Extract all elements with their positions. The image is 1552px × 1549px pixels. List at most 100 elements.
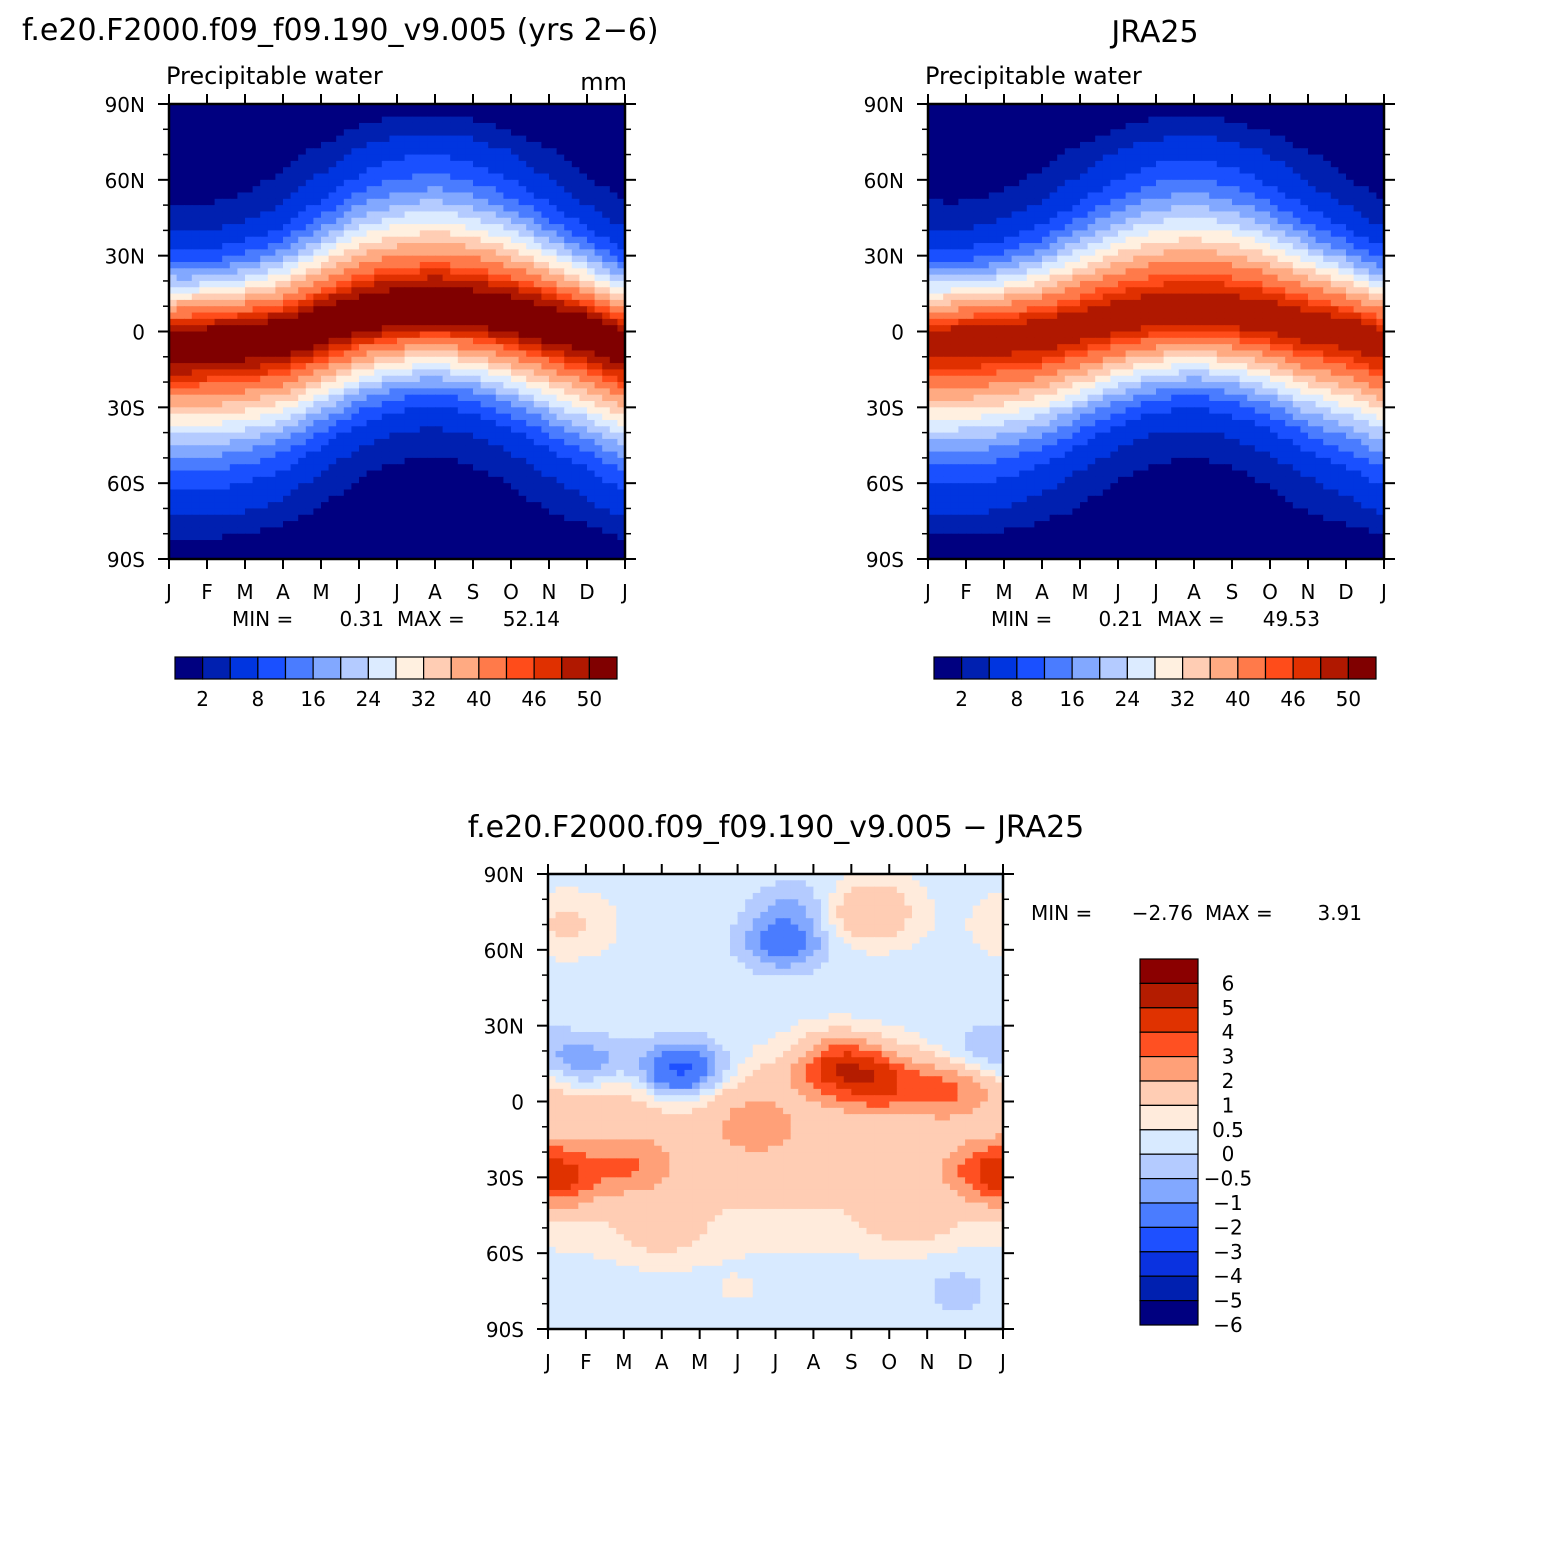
field-cell (283, 243, 292, 250)
field-cell (229, 419, 238, 427)
field-cell (328, 205, 337, 213)
field-cell (374, 331, 383, 339)
field-cell (473, 470, 482, 478)
field-cell (518, 230, 527, 238)
field-cell (1095, 154, 1104, 162)
field-cell (207, 546, 216, 554)
colorbar-box (395, 656, 425, 680)
field-cell (191, 495, 200, 503)
field-cell (290, 350, 299, 358)
field-cell (214, 438, 223, 446)
field-cell (1095, 141, 1104, 149)
field-cell (275, 135, 284, 143)
field-cell (617, 154, 626, 162)
field-cell (511, 287, 520, 295)
field-cell (1292, 141, 1301, 149)
field-cell (465, 186, 474, 194)
field-cell (465, 160, 474, 168)
field-cell (442, 476, 451, 484)
field-cell (609, 192, 618, 200)
field-cell (533, 514, 542, 522)
field-cell (556, 502, 565, 510)
field-cell (298, 457, 307, 465)
field-cell (389, 167, 398, 175)
field-cell (351, 104, 360, 111)
field-cell (389, 122, 398, 130)
field-cell (214, 344, 223, 352)
field-cell (1178, 110, 1187, 118)
field-cell (404, 116, 413, 124)
field-cell (564, 445, 573, 453)
field-cell (336, 268, 345, 276)
field-cell (988, 104, 997, 111)
field-cell (397, 363, 406, 371)
field-cell (457, 110, 466, 118)
field-cell (305, 451, 314, 459)
field-cell (412, 198, 421, 206)
field-cell (366, 476, 375, 484)
field-cell (473, 457, 482, 465)
field-cell (169, 224, 178, 231)
field-cell (1034, 110, 1043, 118)
field-cell (609, 236, 618, 244)
field-cell (594, 261, 603, 269)
field-cell (457, 388, 466, 396)
field-cell (374, 141, 383, 149)
field-cell (275, 489, 284, 497)
field-cell (609, 230, 618, 238)
field-cell (305, 122, 314, 130)
field-cell (275, 122, 284, 130)
field-cell (313, 464, 322, 472)
field-cell (442, 375, 451, 383)
x-tick-label: J (354, 580, 362, 604)
field-cell (587, 438, 596, 446)
field-cell (488, 179, 497, 187)
field-cell (1019, 110, 1028, 118)
field-cell (609, 299, 618, 307)
field-cell (1064, 116, 1073, 124)
field-cell (245, 116, 254, 124)
field-cell (541, 451, 550, 459)
field-cell (564, 363, 573, 371)
field-cell (518, 325, 527, 333)
field-cell (602, 426, 611, 434)
field-cell (184, 122, 193, 130)
field-cell (609, 255, 618, 263)
field-cell (958, 104, 967, 111)
field-cell (465, 369, 474, 377)
field-cell (412, 167, 421, 175)
field-cell (1232, 154, 1241, 162)
field-cell (359, 268, 368, 276)
field-cell (503, 457, 512, 465)
field-cell (1118, 148, 1127, 156)
field-cell (359, 394, 368, 402)
field-cell (1140, 122, 1149, 130)
field-cell (587, 419, 596, 427)
field-cell (184, 299, 193, 307)
field-cell (176, 205, 185, 213)
field-cell (359, 546, 368, 554)
field-cell (556, 110, 565, 118)
field-cell (260, 261, 269, 269)
field-cell (1216, 148, 1225, 156)
field-cell (305, 110, 314, 118)
field-cell (609, 110, 618, 118)
field-cell (237, 205, 246, 213)
field-cell (374, 356, 383, 364)
field-cell (435, 274, 444, 282)
field-cell (1064, 129, 1073, 137)
field-cell (374, 160, 383, 168)
field-cell (556, 426, 565, 434)
field-cell (275, 230, 284, 238)
field-cell (465, 401, 474, 408)
field-cell (617, 148, 626, 156)
field-cell (533, 179, 542, 187)
field-cell (602, 268, 611, 276)
field-cell (229, 445, 238, 453)
field-cell (526, 236, 535, 244)
field-cell (617, 502, 626, 510)
field-cell (511, 154, 520, 162)
field-cell (176, 464, 185, 472)
field-cell (222, 205, 231, 213)
